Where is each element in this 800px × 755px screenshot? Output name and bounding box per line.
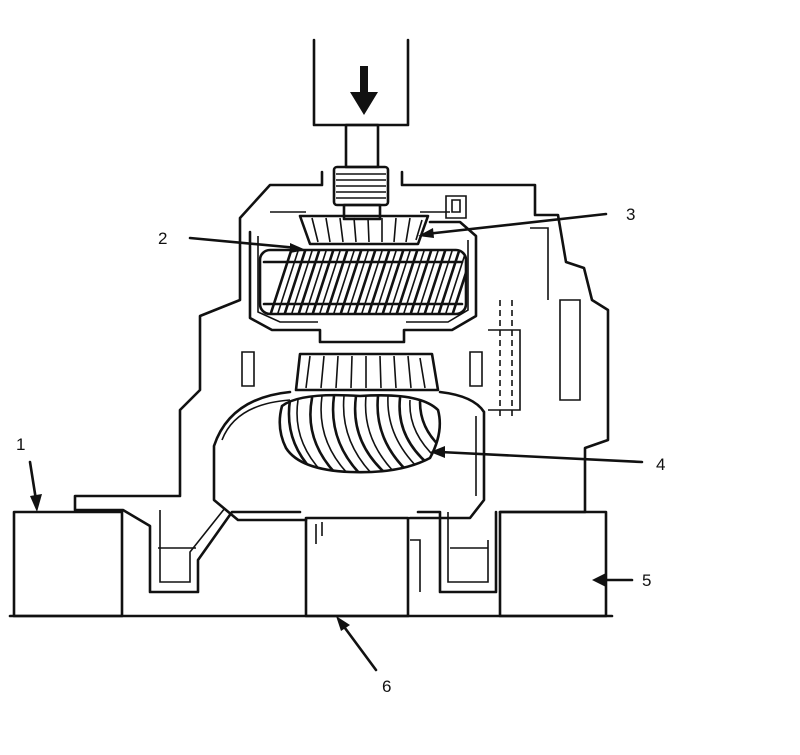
wood-block-center [304,516,410,618]
callout-6: 6 [382,677,392,696]
callout-2: 2 [158,229,168,248]
support-block-left [12,510,124,618]
press-ram [312,38,410,169]
callout-4: 4 [656,455,666,474]
helical-gear [258,248,468,316]
lower-bearing [294,352,440,392]
leader-lines [28,212,644,672]
callout-1: 1 [16,435,26,454]
callout-5: 5 [642,571,652,590]
support-block-right [498,510,608,618]
threaded-shaft [332,165,390,221]
spiral-pinion [278,393,442,474]
down-arrow-icon [350,66,378,115]
upper-bearing [298,214,430,246]
callout-3: 3 [626,205,636,224]
housing [73,170,610,594]
